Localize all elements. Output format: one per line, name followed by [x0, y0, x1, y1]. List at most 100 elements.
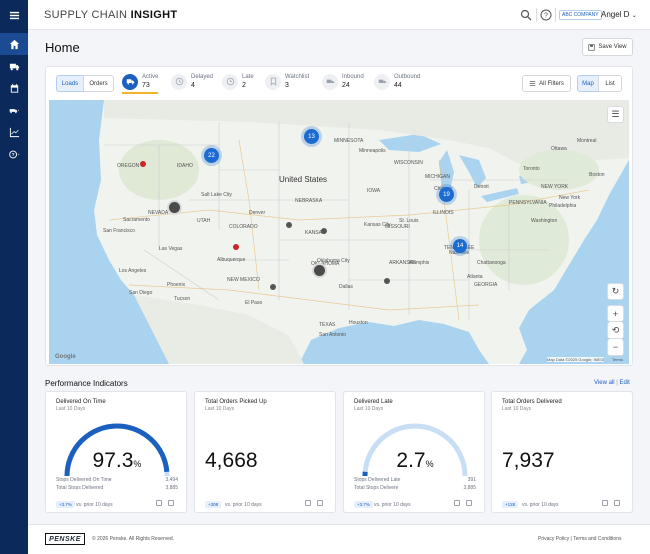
user-menu[interactable]: Angel D ⌄	[601, 10, 637, 19]
map-marker[interactable]	[384, 278, 390, 284]
save-view-button[interactable]: Save View	[582, 38, 633, 56]
kpi-detail-row: Stops Delivered Late 391	[354, 477, 476, 483]
map-cluster[interactable]: 14	[453, 239, 467, 253]
map-marker-late[interactable]	[233, 244, 239, 250]
stat-active[interactable]: Active 73	[122, 73, 159, 94]
map-view-toggle[interactable]: Map	[577, 75, 599, 92]
map-attribution: Map Data ©2025 Google, INEGI	[547, 357, 605, 362]
footer-links: Privacy Policy | Terms and Conditions	[538, 536, 622, 542]
state-label: MISSOURI	[385, 224, 410, 230]
kpi-card-orders-delivered[interactable]: Total Orders Delivered Last 10 Days 7,93…	[491, 391, 633, 513]
map-cluster[interactable]: 13	[304, 129, 319, 144]
map-background	[49, 100, 629, 364]
map[interactable]: United States OREGON IDAHO NEVADA UTAH C…	[49, 100, 629, 364]
home-icon[interactable]	[156, 500, 162, 506]
kpi-card-orders-picked-up[interactable]: Total Orders Picked Up Last 10 Days 4,66…	[194, 391, 336, 513]
fleet-icon[interactable]	[0, 99, 28, 121]
stat-inbound[interactable]: Inbound 24	[322, 73, 364, 90]
filter-icon	[529, 81, 536, 86]
stat-value: 2	[242, 82, 246, 89]
city-label: Dallas	[339, 284, 353, 290]
state-label: WISCONSIN	[394, 160, 423, 166]
map-marker-truck[interactable]	[167, 200, 182, 215]
map-cluster[interactable]: 19	[439, 187, 454, 202]
page-title: Home	[45, 40, 80, 55]
city-label: Toronto	[523, 166, 540, 172]
state-label: NEBRASKA	[295, 198, 323, 204]
zoom-in-button[interactable]: +	[607, 305, 624, 322]
city-label: Washington	[531, 218, 558, 224]
map-terms-link[interactable]: Terms	[612, 357, 623, 362]
map-marker[interactable]	[270, 284, 276, 290]
user-name: Angel D	[601, 10, 630, 19]
state-label: OREGON	[117, 163, 140, 169]
tab-loads[interactable]: Loads	[56, 75, 84, 92]
bookmark-icon	[265, 73, 281, 90]
view-all-link[interactable]: View all	[594, 380, 615, 386]
kpi-gauge	[362, 423, 468, 477]
kpi-title: Total Orders Picked Up	[205, 399, 267, 405]
state-label: ILLINOIS	[433, 210, 454, 216]
map-marker[interactable]	[286, 222, 292, 228]
city-label: Los Angeles	[119, 268, 147, 274]
calendar-icon[interactable]	[0, 77, 28, 99]
chart-icon[interactable]	[614, 500, 620, 506]
home-icon[interactable]	[305, 500, 311, 506]
zoom-out-button[interactable]: −	[607, 339, 624, 356]
stat-value: 73	[142, 82, 150, 89]
layers-icon[interactable]: ☰	[607, 106, 624, 123]
home-icon[interactable]	[454, 500, 460, 506]
chart-icon[interactable]	[317, 500, 323, 506]
svg-text:?: ?	[11, 152, 14, 158]
search-icon[interactable]	[520, 9, 532, 21]
map-marker-truck[interactable]	[312, 263, 327, 278]
stat-late[interactable]: Late 2	[222, 73, 254, 90]
tab-orders[interactable]: Orders	[83, 75, 114, 92]
menu-icon[interactable]	[0, 4, 28, 26]
list-view-toggle[interactable]: List	[598, 75, 622, 92]
kpi-title: Delivered Late	[354, 399, 393, 405]
terms-link[interactable]: Terms and Conditions	[573, 536, 622, 542]
edit-link[interactable]: Edit	[619, 380, 630, 386]
privacy-link[interactable]: Privacy Policy	[538, 536, 570, 542]
kpi-card-delivered-on-time[interactable]: Delivered On Time Last 10 Days 97.3% Sto…	[45, 391, 187, 513]
kpi-comparison: vs. prior 10 days	[374, 502, 411, 508]
state-label: NEW YORK	[541, 184, 569, 190]
help-circle-icon[interactable]: ?	[540, 9, 552, 21]
stat-delayed[interactable]: Delayed 4	[171, 73, 213, 90]
home-icon[interactable]	[602, 500, 608, 506]
city-label: Philadelphia	[549, 203, 577, 209]
city-label: Montreal	[577, 138, 597, 144]
map-cluster[interactable]: 22	[204, 148, 219, 163]
kpi-card-delivered-late[interactable]: Delivered Late Last 10 Days 2.7% Stops D…	[343, 391, 485, 513]
kpi-comparison: vs. prior 10 days	[76, 502, 113, 508]
stat-label: Outbound	[394, 74, 421, 80]
city-label: Denver	[249, 210, 266, 216]
stat-watchlist[interactable]: Watchlist 3	[265, 73, 309, 90]
city-label: Atlanta	[467, 274, 483, 280]
city-label: Las Vegas	[159, 246, 183, 252]
all-filters-button[interactable]: All Filters	[522, 75, 571, 92]
kpi-change-badge: +308	[205, 501, 222, 508]
kpi-comparison: vs. prior 10 days	[225, 502, 262, 508]
company-badge[interactable]: ABC COMPANY	[559, 10, 602, 20]
map-marker-late[interactable]	[140, 161, 146, 167]
section-links: View all | Edit	[594, 380, 630, 386]
kpi-detail-row: Stops Delivered On Time 3,494	[56, 477, 178, 483]
city-label: El Paso	[245, 300, 263, 306]
kpi-detail-row: Total Stops Delivere 3,885	[354, 485, 476, 491]
analytics-icon[interactable]	[0, 121, 28, 143]
inbound-truck-icon	[322, 73, 338, 90]
chart-icon[interactable]	[466, 500, 472, 506]
clock-alert-icon	[171, 73, 187, 90]
city-label: Salt Lake City	[201, 192, 232, 198]
chart-icon[interactable]	[168, 500, 174, 506]
help-icon[interactable]: ?	[0, 143, 28, 165]
kpi-period: Last 10 Days	[502, 406, 532, 412]
map-marker[interactable]	[321, 228, 327, 234]
refresh-icon[interactable]: ↻	[607, 283, 624, 300]
stat-outbound[interactable]: Outbound 44	[374, 73, 420, 90]
reset-icon[interactable]: ⟲	[607, 322, 624, 339]
home-icon[interactable]	[0, 33, 28, 55]
truck-icon[interactable]	[0, 55, 28, 77]
